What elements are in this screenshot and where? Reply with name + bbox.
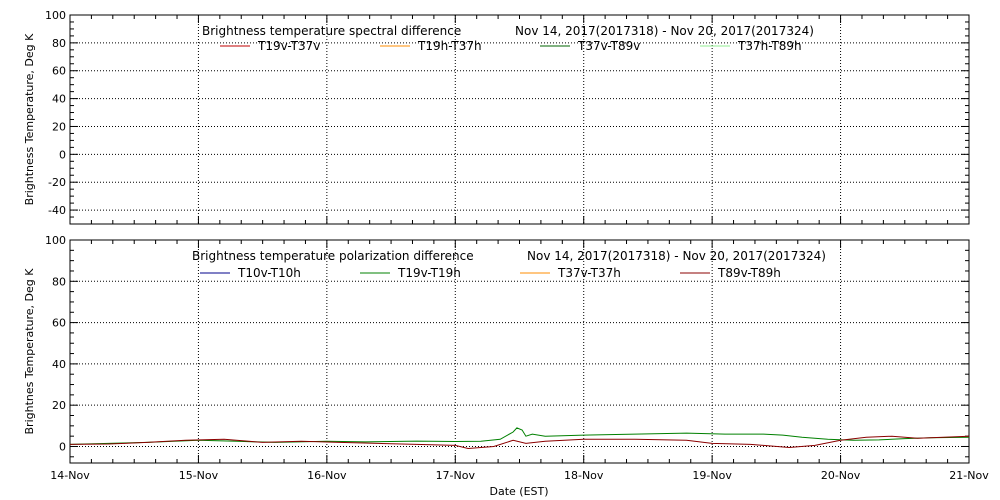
y-tick-label: 20 (52, 399, 66, 412)
x-tick-label: 19-Nov (692, 469, 732, 482)
y-tick-label: -20 (48, 176, 66, 189)
series-line (69, 435, 970, 450)
polarization-difference-panel: 0 20 40 60 80 100 14-Nov 15-Nov 16-Nov 17-Nov 18-… (23, 234, 989, 498)
y-tick-label: 60 (52, 65, 66, 78)
legend: T10v-T10h T19v-T19h T37v-T37h T89v-T89h (200, 266, 781, 280)
chart-title: Brightness temperature spectral differen… (202, 24, 461, 38)
gridlines (70, 240, 969, 463)
legend-entry: T89v-T89h (717, 266, 781, 280)
y-axis-ticks: -40 -20 0 20 40 60 80 100 (45, 9, 969, 225)
gridlines (70, 15, 969, 224)
legend-entry: T19v-T19h (397, 266, 461, 280)
legend-entry: T19h-T37h (417, 39, 482, 53)
y-tick-label: 40 (52, 358, 66, 371)
chart-date-range: Nov 14, 2017(2017318) - Nov 20, 2017(201… (527, 249, 826, 263)
x-axis-label: Date (EST) (489, 485, 548, 498)
series-lines (69, 427, 970, 450)
legend-entry: T19v-T37v (257, 39, 320, 53)
x-axis-ticks (69, 15, 970, 224)
y-axis-label: Brightness Temperature, Deg K (23, 33, 36, 205)
legend-entry: T10v-T10h (237, 266, 301, 280)
legend-entry: T37h-T89h (737, 39, 802, 53)
y-tick-label: 0 (59, 148, 66, 161)
x-tick-label: 14-Nov (50, 469, 90, 482)
x-axis-ticks: 14-Nov 15-Nov 16-Nov 17-Nov 18-Nov 19-Nov 20-N… (50, 240, 989, 482)
x-tick-label: 21-Nov (949, 469, 989, 482)
legend-entry: T37v-T37h (557, 266, 621, 280)
y-tick-label: 60 (52, 317, 66, 330)
x-tick-label: 18-Nov (564, 469, 604, 482)
y-tick-label: 80 (52, 37, 66, 50)
legend: T19v-T37v T19h-T37h T37v-T89v T37h-T89h (220, 39, 802, 53)
x-tick-label: 17-Nov (436, 469, 476, 482)
y-tick-label: 20 (52, 120, 66, 133)
chart-title: Brightness temperature polarization diff… (192, 249, 474, 263)
chart-date-range: Nov 14, 2017(2017318) - Nov 20, 2017(201… (515, 24, 814, 38)
y-tick-label: 40 (52, 93, 66, 106)
y-axis-label: Brightnes Temperature, Deg K (23, 268, 36, 435)
x-tick-label: 15-Nov (179, 469, 219, 482)
y-tick-label: -40 (48, 204, 66, 217)
y-tick-label: 100 (45, 9, 66, 22)
y-tick-label: 0 (59, 440, 66, 453)
y-tick-label: 80 (52, 275, 66, 288)
plot-frame (69, 14, 970, 225)
y-axis-ticks: 0 20 40 60 80 100 (45, 234, 969, 458)
x-tick-label: 16-Nov (307, 469, 347, 482)
y-tick-label: 100 (45, 234, 66, 247)
spectral-difference-panel: -40 -20 0 20 40 60 80 100 Brightness Temperatur… (23, 9, 970, 225)
x-tick-label: 20-Nov (821, 469, 861, 482)
legend-entry: T37v-T89v (577, 39, 640, 53)
